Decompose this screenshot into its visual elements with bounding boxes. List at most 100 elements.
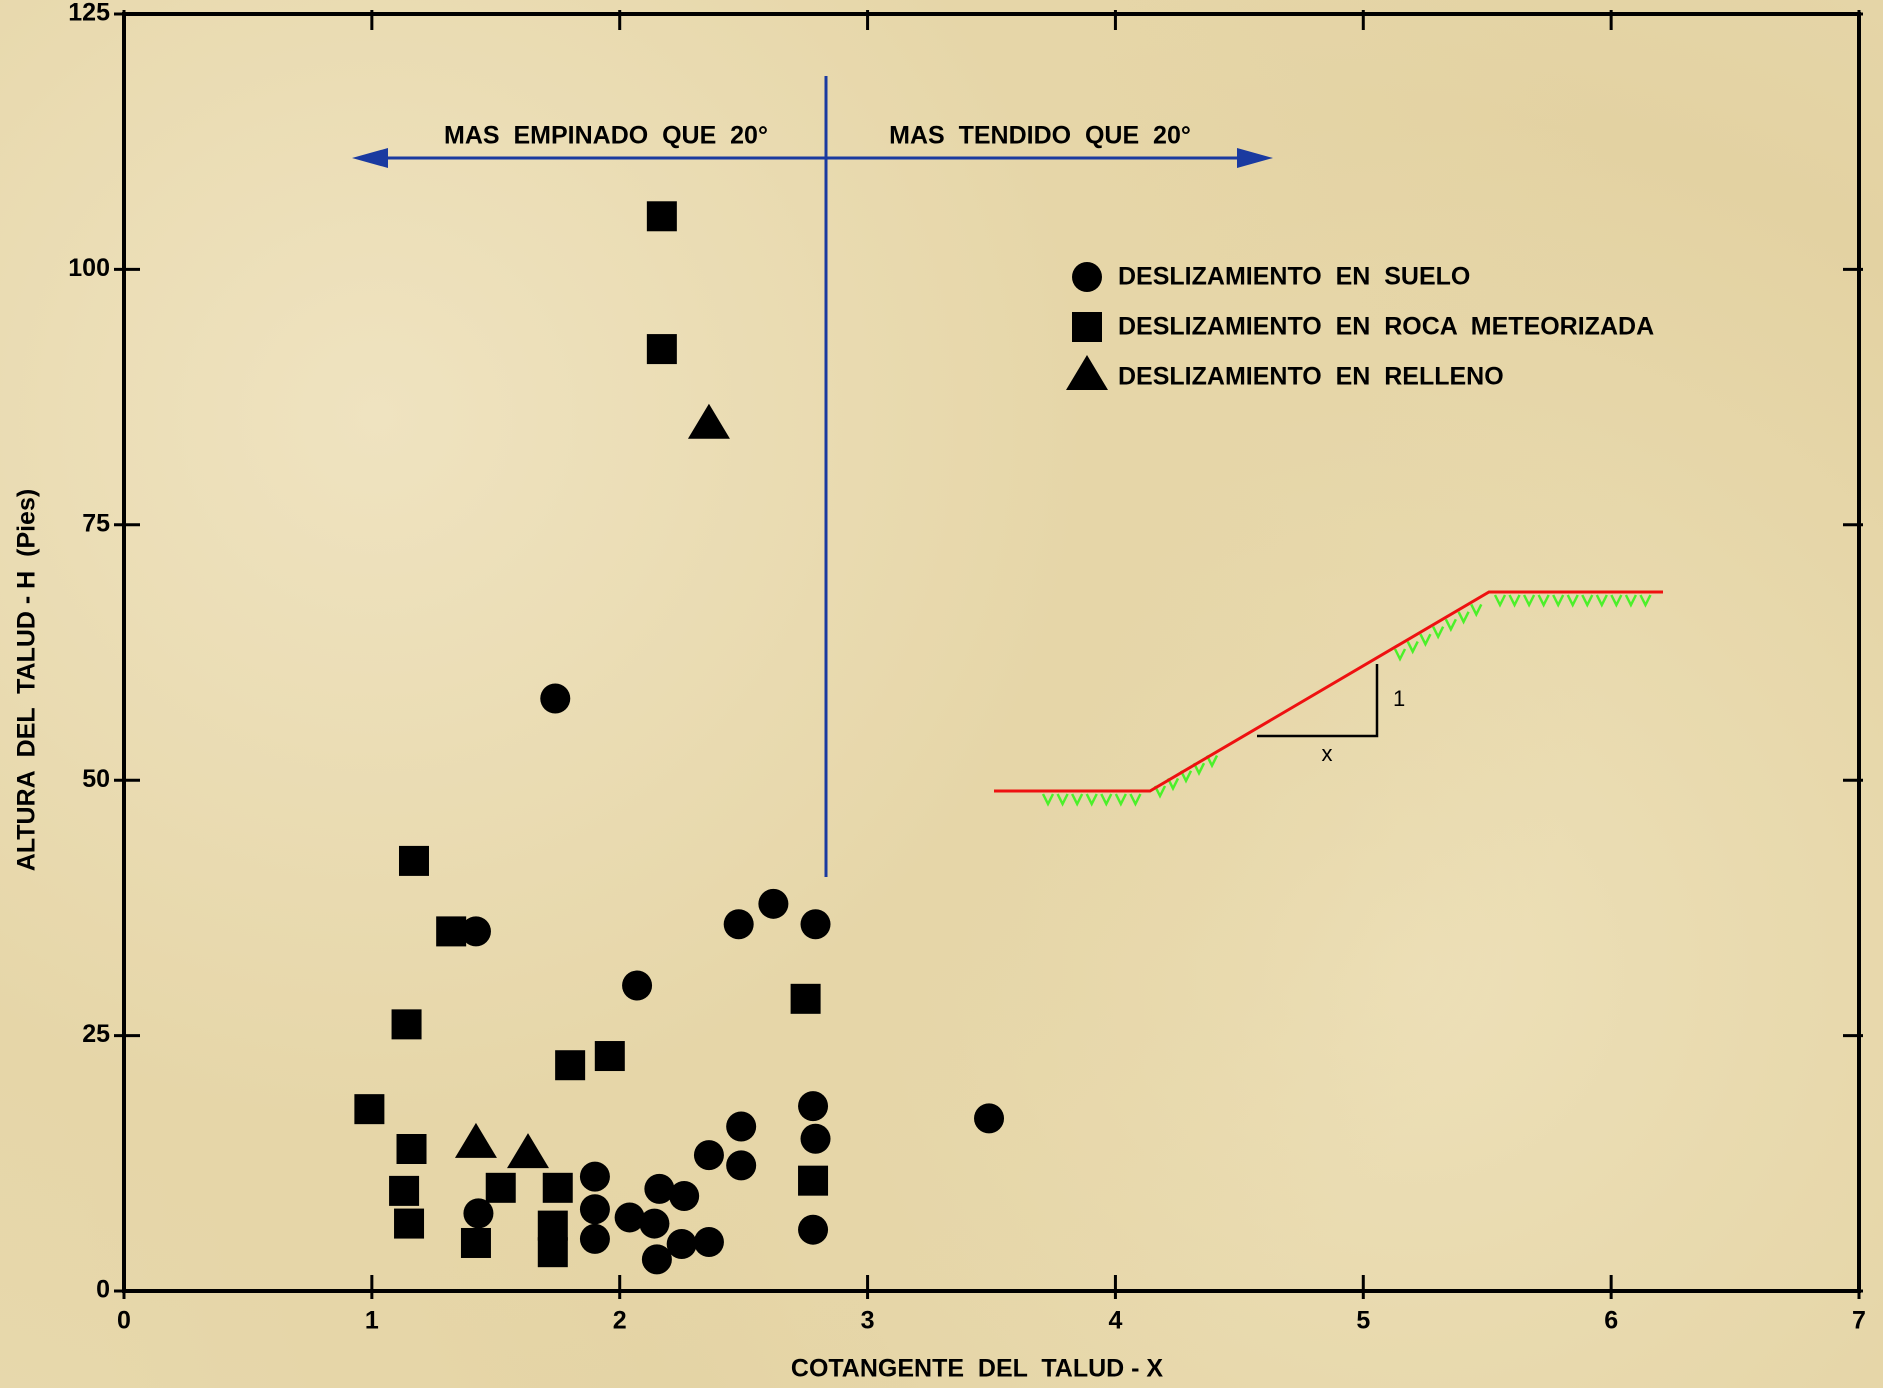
hatch-mark — [1495, 595, 1505, 605]
point — [397, 1134, 427, 1164]
hatch-mark — [1553, 595, 1563, 605]
point — [580, 1194, 610, 1224]
arrow-head — [1237, 148, 1273, 168]
hatch-mark — [1626, 595, 1636, 605]
x-tick-label: 5 — [1356, 1307, 1370, 1335]
point — [647, 334, 677, 364]
legend-label: DESLIZAMIENTO EN SUELO — [1118, 263, 1470, 291]
point — [688, 404, 730, 439]
hatch-mark — [1597, 595, 1607, 605]
point — [726, 1112, 756, 1142]
point — [642, 1244, 672, 1274]
point — [394, 1209, 424, 1239]
point — [726, 1150, 756, 1180]
point — [507, 1133, 549, 1168]
x-tick-label: 2 — [613, 1307, 627, 1335]
annotation: x — [1322, 741, 1333, 766]
hatch-mark — [1524, 595, 1534, 605]
hatch-mark — [1116, 794, 1126, 804]
legend-label: DESLIZAMIENTO EN ROCA METEORIZADA — [1118, 313, 1654, 341]
x-tick-label: 6 — [1604, 1307, 1618, 1335]
point — [436, 916, 466, 946]
point — [389, 1176, 419, 1206]
point — [463, 1198, 493, 1228]
hatch-mark — [1640, 595, 1650, 605]
annotation: MAS EMPINADO QUE 20° — [444, 122, 768, 150]
slope-triangle — [1257, 664, 1377, 736]
hatch-mark — [1433, 627, 1443, 637]
point — [798, 1091, 828, 1121]
annotation: 1 — [1393, 686, 1405, 711]
annotation: MAS TENDIDO QUE 20° — [889, 122, 1191, 150]
legend-marker — [1066, 355, 1108, 390]
point — [392, 1009, 422, 1039]
hatch-mark — [1395, 649, 1405, 659]
ground-hatch — [1043, 595, 1650, 804]
y-tick-label: 125 — [68, 0, 110, 27]
point — [354, 1094, 384, 1124]
hatch-mark — [1446, 619, 1456, 629]
hatch-mark — [1072, 794, 1082, 804]
y-tick-label: 100 — [68, 254, 110, 282]
point — [694, 1227, 724, 1257]
hatch-mark — [1510, 595, 1520, 605]
point — [540, 683, 570, 713]
point — [694, 1140, 724, 1170]
point — [791, 984, 821, 1014]
hatch-mark — [1130, 794, 1140, 804]
hatch-mark — [1568, 595, 1578, 605]
point — [667, 1229, 697, 1259]
hatch-mark — [1459, 612, 1469, 622]
hatch-mark — [1611, 595, 1621, 605]
hatch-mark — [1539, 595, 1549, 605]
point — [555, 1050, 585, 1080]
hatch-mark — [1043, 794, 1053, 804]
y-tick-label: 75 — [82, 509, 110, 537]
point — [580, 1162, 610, 1192]
point — [798, 1215, 828, 1245]
slope-divider — [352, 76, 1273, 877]
point — [622, 971, 652, 1001]
x-tick-label: 4 — [1108, 1307, 1122, 1335]
point — [455, 1123, 497, 1158]
y-tick-label: 25 — [82, 1020, 110, 1048]
x-axis-label: COTANGENTE DEL TALUD - X — [791, 1355, 1164, 1383]
point — [647, 201, 677, 231]
x-tick-label: 3 — [861, 1307, 875, 1335]
point — [974, 1103, 1004, 1133]
point — [724, 909, 754, 939]
hatch-mark — [1058, 794, 1068, 804]
point — [801, 909, 831, 939]
legend-label: DESLIZAMIENTO EN RELLENO — [1118, 363, 1504, 391]
point — [595, 1041, 625, 1071]
point — [758, 889, 788, 919]
hatch-mark — [1101, 794, 1111, 804]
point — [798, 1166, 828, 1196]
point — [538, 1237, 568, 1267]
point — [543, 1173, 573, 1203]
y-tick-label: 50 — [82, 765, 110, 793]
hatch-mark — [1408, 642, 1418, 652]
x-tick-label: 0 — [117, 1307, 131, 1335]
x-tick-label: 7 — [1852, 1307, 1866, 1335]
y-axis-label: ALTURA DEL TALUD - H (Pies) — [13, 489, 41, 871]
point — [399, 846, 429, 876]
point — [486, 1173, 516, 1203]
point — [644, 1174, 674, 1204]
chart: COTANGENTE DEL TALUD - X ALTURA DEL TALU… — [0, 0, 1883, 1388]
hatch-mark — [1471, 604, 1481, 614]
hatch-mark — [1582, 595, 1592, 605]
hatch-mark — [1087, 794, 1097, 804]
point — [801, 1124, 831, 1154]
point — [461, 1228, 491, 1258]
point — [580, 1224, 610, 1254]
hatch-mark — [1420, 634, 1430, 644]
x-tick-label: 1 — [365, 1307, 379, 1335]
arrow-head — [352, 148, 388, 168]
legend-marker — [1072, 262, 1102, 292]
point — [538, 1211, 568, 1241]
slope-diagram: 1 x — [994, 592, 1663, 804]
y-tick-label: 0 — [96, 1276, 110, 1304]
point — [615, 1202, 645, 1232]
legend-marker — [1072, 312, 1102, 342]
